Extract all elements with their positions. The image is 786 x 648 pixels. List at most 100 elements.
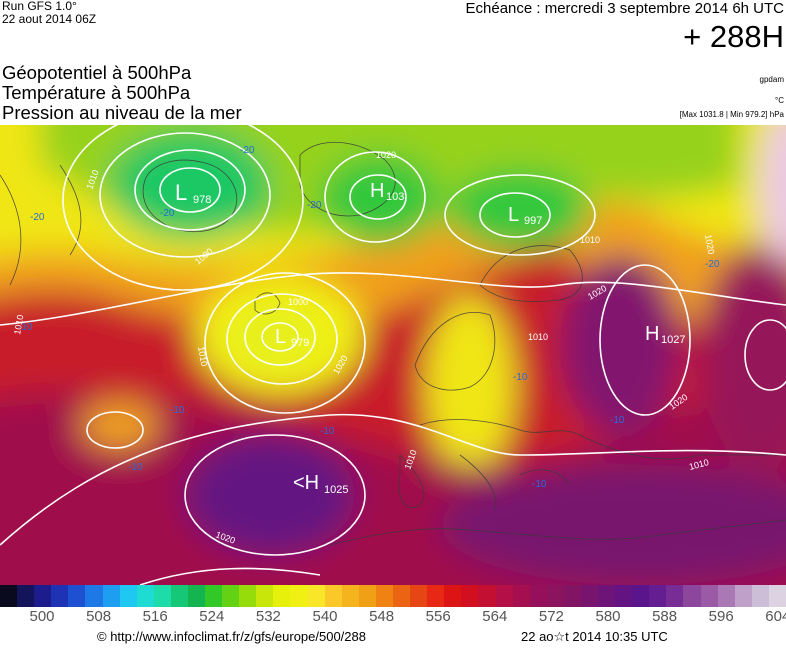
scale-swatch: [427, 585, 446, 607]
forecast-hours: + 288H: [683, 19, 784, 54]
scale-swatch: [341, 585, 360, 607]
scale-swatch: [478, 585, 497, 607]
title-temperature: Température à 500hPa: [2, 82, 191, 103]
title-pressure: Pression au niveau de la mer: [2, 102, 242, 123]
svg-text:103: 103: [386, 191, 404, 203]
scale-swatch: [375, 585, 394, 607]
svg-text:-10: -10: [513, 372, 528, 383]
svg-text:-10: -10: [170, 405, 185, 416]
scale-swatch: [273, 585, 292, 607]
svg-text:-20: -20: [160, 208, 175, 219]
svg-text:1025: 1025: [324, 484, 348, 496]
scale-swatch: [85, 585, 104, 607]
scale-swatch: [136, 585, 155, 607]
svg-text:1010: 1010: [12, 314, 25, 335]
scale-swatch: [700, 585, 719, 607]
svg-text:-10: -10: [610, 415, 625, 426]
scale-swatch: [358, 585, 377, 607]
scale-swatch: [68, 585, 87, 607]
generation-timestamp: 22 ao☆t 2014 10:35 UTC: [521, 629, 668, 644]
svg-text:-20: -20: [307, 200, 322, 211]
unit-temperature: °C: [775, 96, 784, 105]
svg-text:L: L: [275, 326, 286, 348]
credit-url: © http://www.infoclimat.fr/z/gfs/europe/…: [97, 629, 366, 644]
scale-swatch: [51, 585, 70, 607]
scale-swatch: [615, 585, 634, 607]
high-center-2: H 1027: [645, 323, 685, 346]
run-date-label: 22 aout 2014 06Z: [2, 12, 97, 26]
svg-text:-10: -10: [532, 479, 547, 490]
title-geopotential: Géopotentiel à 500hPa: [2, 62, 192, 83]
scale-swatch: [768, 585, 786, 607]
scale-swatch: [0, 585, 18, 607]
scale-swatch: [734, 585, 753, 607]
scale-swatch: [598, 585, 617, 607]
scale-swatch: [256, 585, 275, 607]
scale-tick-label: 604: [765, 608, 786, 625]
scale-swatch: [666, 585, 685, 607]
scale-tick-label: 564: [482, 608, 508, 625]
low-center-2: L 997: [508, 204, 542, 227]
unit-pressure-range: [Max 1031.8 | Min 979.2] hPa: [679, 110, 784, 119]
scale-swatch: [512, 585, 531, 607]
scale-swatch: [649, 585, 668, 607]
svg-text:997: 997: [524, 215, 542, 227]
scale-tick-label: 588: [652, 608, 678, 625]
scale-swatch: [119, 585, 138, 607]
scale-swatch: [34, 585, 53, 607]
scale-swatch: [632, 585, 651, 607]
scale-swatch: [393, 585, 411, 607]
svg-text:1010: 1010: [196, 346, 209, 367]
scale-swatch: [17, 585, 36, 607]
svg-text:1020: 1020: [703, 234, 716, 255]
svg-text:979: 979: [291, 337, 309, 349]
coastlines: [0, 141, 786, 546]
svg-text:-10: -10: [128, 462, 143, 473]
scale-tick-label: 556: [425, 608, 451, 625]
scale-swatch: [461, 585, 480, 607]
scale-swatch: [717, 585, 736, 607]
color-scale-ticks: 500 508 516 524 532 540 548 556 564 572 580 588 596 6…: [0, 608, 786, 628]
svg-text:1010: 1010: [580, 235, 600, 245]
scale-swatch: [410, 585, 429, 607]
scale-tick-label: 572: [538, 608, 564, 625]
scale-swatch: [751, 585, 770, 607]
temperature-labels: -20 -20 -20 -20 -20 -10 -10 -10 -10 -10 …: [18, 145, 720, 490]
low-center-1: L 978: [175, 180, 211, 206]
scale-swatch: [290, 585, 309, 607]
svg-text:1020: 1020: [376, 150, 396, 160]
svg-text:-10: -10: [320, 426, 335, 437]
scale-swatch: [563, 585, 582, 607]
scale-tick-label: 596: [708, 608, 734, 625]
scale-tick-label: 500: [29, 608, 55, 625]
forecast-valid-time: Echéance : mercredi 3 septembre 2014 6h …: [465, 0, 785, 17]
scale-swatch: [495, 585, 514, 607]
svg-text:H: H: [645, 323, 659, 345]
scale-swatch: [170, 585, 189, 607]
run-model-label: Run GFS 1.0°: [2, 0, 77, 13]
scale-swatch: [529, 585, 548, 607]
scale-swatch: [546, 585, 565, 607]
svg-text:-10: -10: [18, 322, 33, 333]
scale-tick-label: 540: [312, 608, 338, 625]
svg-text:1000: 1000: [288, 297, 308, 307]
high-center-3: <H 1025: [293, 472, 348, 496]
scale-swatch: [444, 585, 463, 607]
scale-swatch: [187, 585, 206, 607]
scale-tick-label: 508: [86, 608, 112, 625]
unit-geopotential: gpdam: [759, 75, 784, 84]
svg-text:978: 978: [193, 194, 211, 206]
weather-map: L 978 H 103 L 997 L 979 H 1027 <H 1025 1…: [0, 125, 786, 585]
svg-text:1010: 1010: [528, 332, 548, 342]
geopotential-field: [0, 125, 786, 585]
scale-swatch: [324, 585, 343, 607]
scale-swatch: [307, 585, 326, 607]
scale-tick-label: 516: [142, 608, 168, 625]
scale-tick-label: 548: [369, 608, 395, 625]
scale-tick-label: 524: [199, 608, 225, 625]
isobars: [0, 125, 786, 585]
scale-swatch: [222, 585, 241, 607]
scale-swatch: [205, 585, 224, 607]
svg-text:1027: 1027: [661, 334, 685, 346]
scale-swatch: [102, 585, 121, 607]
